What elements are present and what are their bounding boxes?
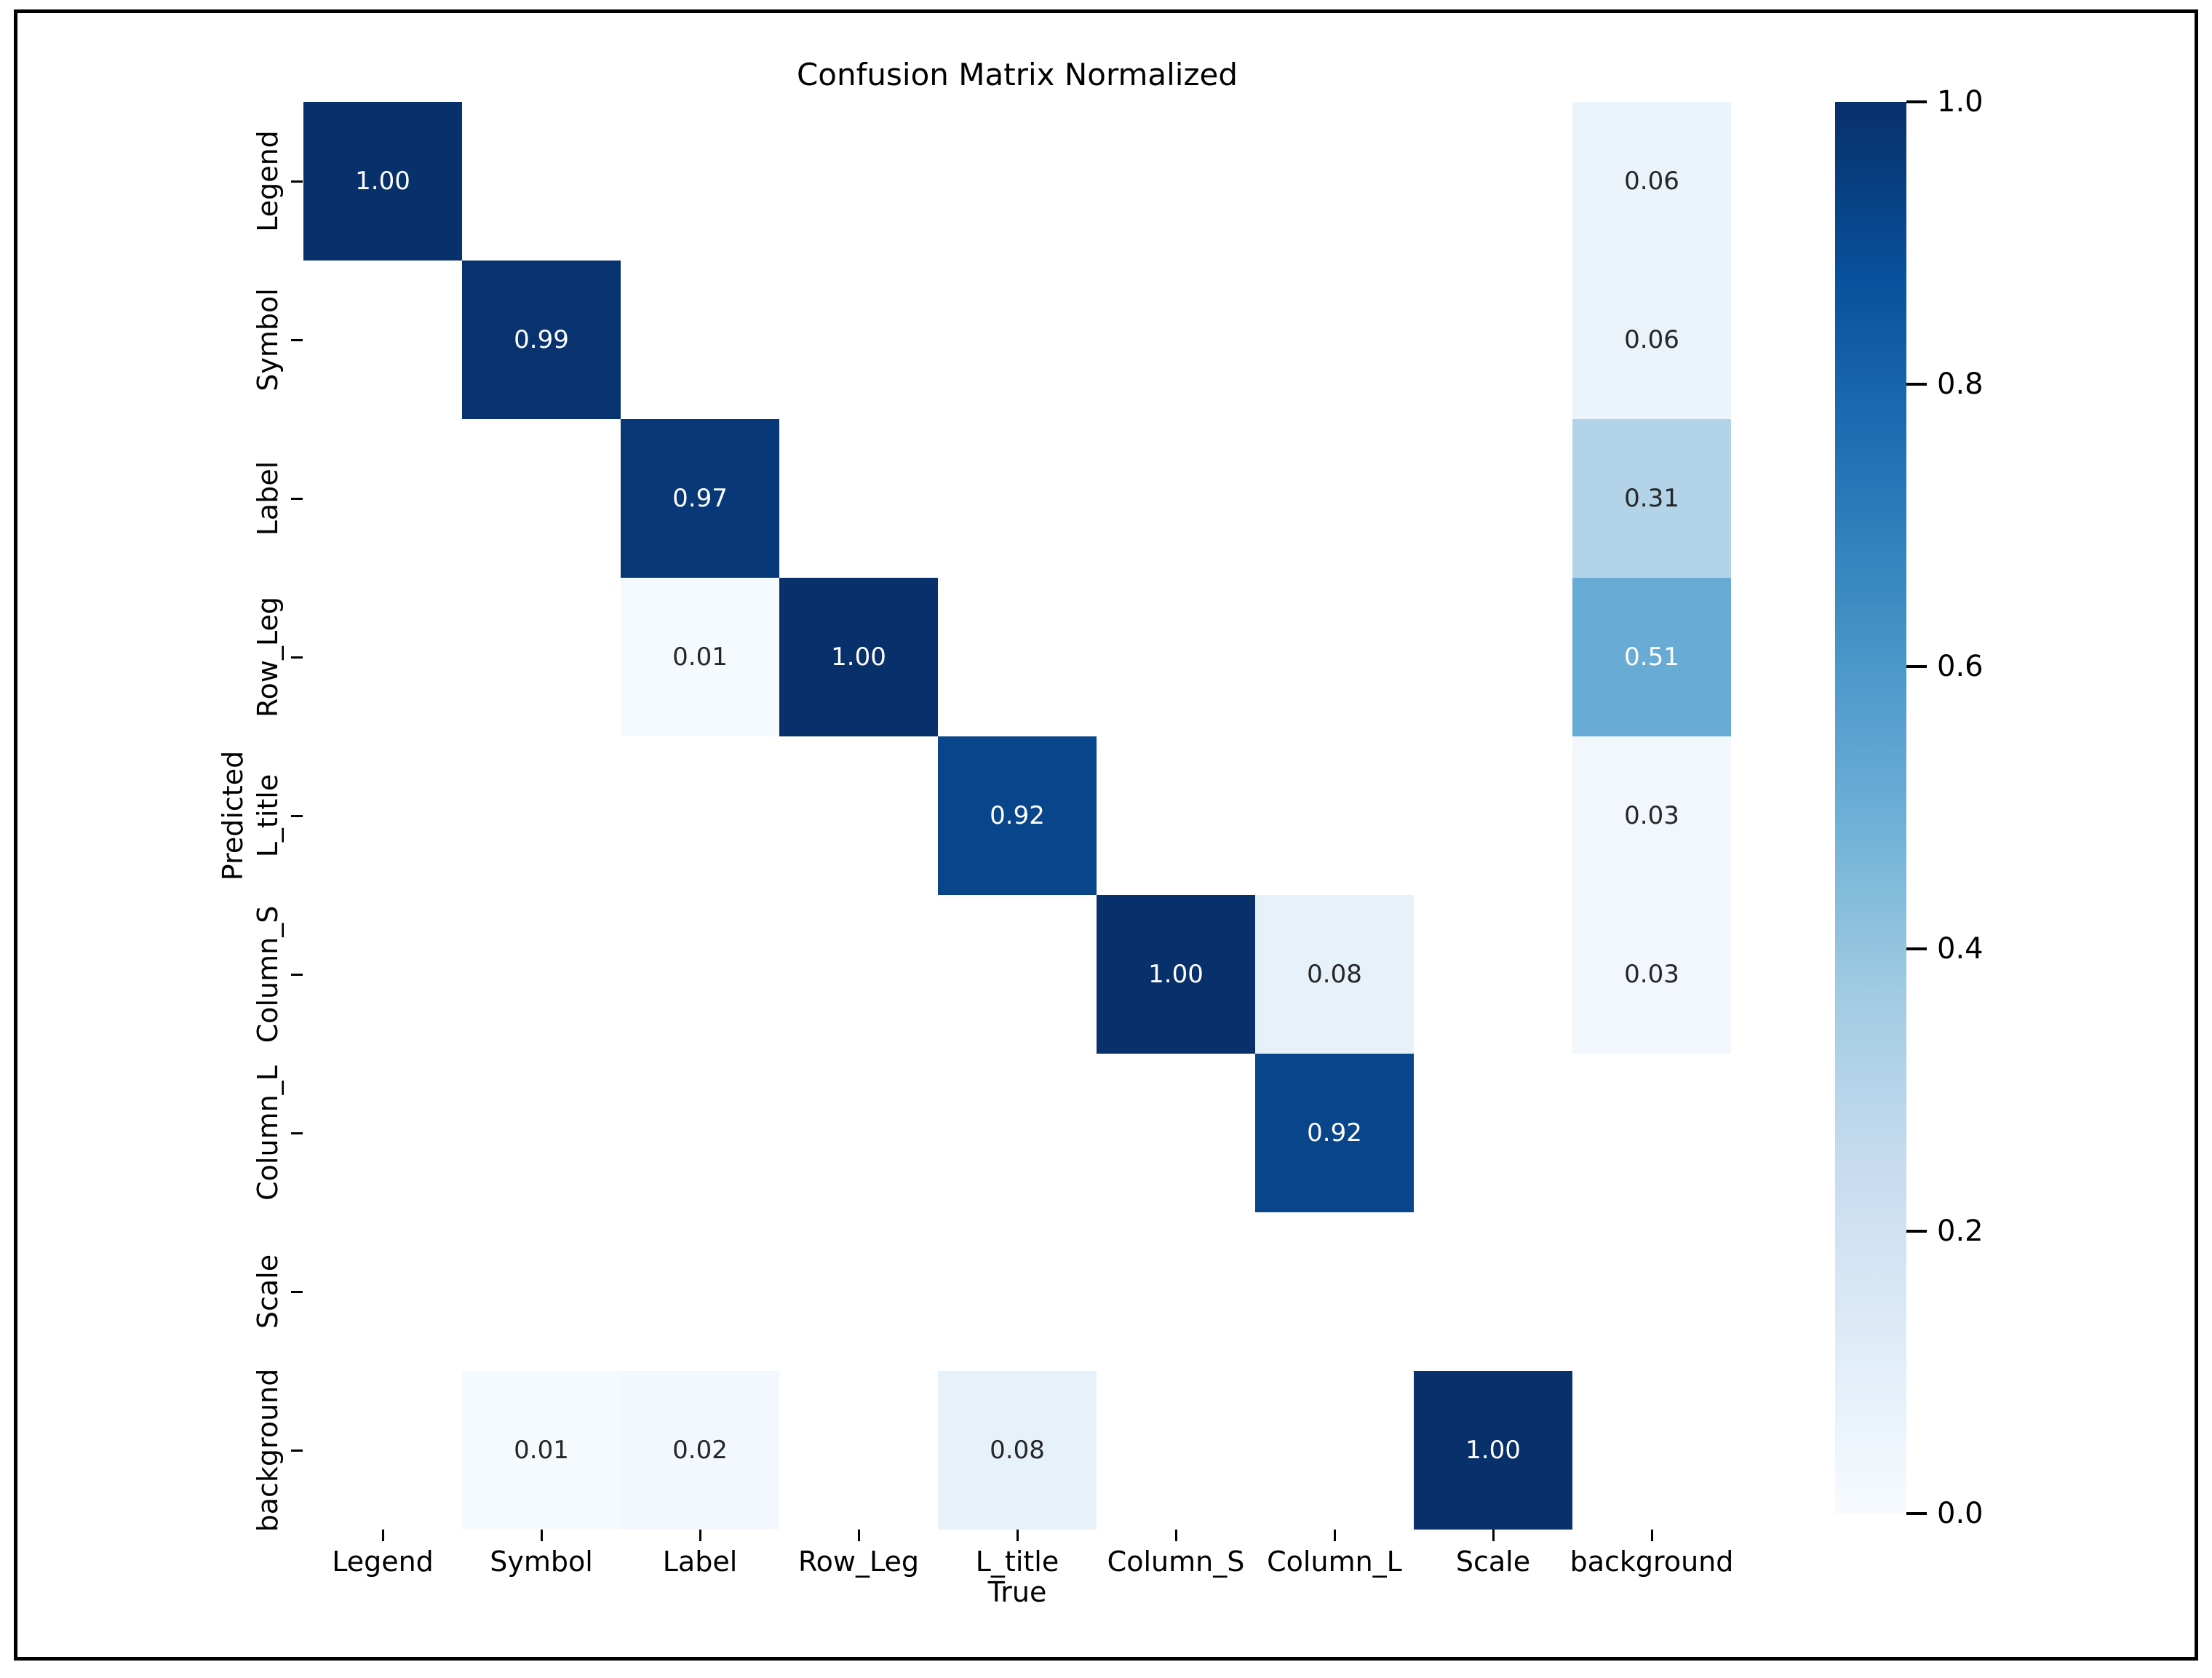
cell-value: 0.51 [1624, 643, 1679, 672]
cell-value: 0.06 [1624, 325, 1679, 354]
cell-value: 0.92 [1307, 1118, 1362, 1148]
heatmap-cell: 0.01 [462, 1371, 621, 1530]
cell-value: 1.00 [1465, 1436, 1521, 1465]
colorbar-tick-mark [1906, 100, 1927, 103]
heatmap-cell: 0.01 [621, 578, 779, 736]
heatmap-cell: 0.92 [938, 736, 1097, 895]
x-tick-mark [540, 1530, 543, 1541]
x-tick-mark [1174, 1530, 1177, 1541]
colorbar-tick-label: 0.8 [1937, 367, 1984, 401]
y-tick-label: Legend [252, 130, 284, 232]
heatmap-cell: 0.06 [1572, 102, 1731, 261]
heatmap-cell: 0.99 [462, 261, 621, 419]
y-tick-label: Symbol [252, 288, 284, 391]
cell-value: 0.92 [990, 801, 1045, 830]
heatmap-cell: 0.03 [1572, 895, 1731, 1054]
y-tick-mark [291, 180, 303, 183]
x-axis-label: True [987, 1576, 1047, 1608]
cell-value: 0.97 [672, 484, 728, 513]
cell-value: 0.01 [672, 643, 728, 672]
chart-title: Confusion Matrix Normalized [796, 57, 1238, 92]
y-tick-label: Label [252, 461, 284, 536]
y-tick-mark [291, 1290, 303, 1293]
cell-value: 0.08 [990, 1436, 1045, 1465]
cell-value: 0.03 [1624, 960, 1679, 989]
y-tick-mark [291, 497, 303, 500]
heatmap-cell: 0.51 [1572, 578, 1731, 736]
colorbar-tick-label: 0.6 [1937, 650, 1984, 683]
heatmap-grid: 1.00 0.06 0.99 0.06 0.97 0.31 0.01 1.00 0.51 0.92… [303, 102, 1731, 1530]
colorbar-tick-mark [1906, 665, 1927, 668]
x-tick-label: background [1570, 1546, 1734, 1578]
cell-value: 1.00 [831, 643, 886, 672]
colorbar-tick-mark [1906, 1230, 1927, 1233]
y-tick-label: background [252, 1368, 284, 1532]
y-tick-label: Column_S [252, 905, 284, 1043]
cell-value: 0.01 [514, 1436, 569, 1465]
colorbar-tick-label: 0.0 [1937, 1497, 1984, 1530]
colorbar-tick-mark [1906, 1512, 1927, 1515]
y-tick-mark [291, 656, 303, 659]
y-tick-label: Column_L [252, 1065, 284, 1201]
heatmap-cell: 0.08 [938, 1371, 1097, 1530]
x-tick-label: Column_L [1267, 1546, 1402, 1578]
heatmap-cell: 0.97 [621, 419, 779, 578]
cell-value: 0.08 [1307, 960, 1362, 989]
x-tick-mark [1333, 1530, 1336, 1541]
x-tick-mark [857, 1530, 860, 1541]
cell-value: 0.31 [1624, 484, 1679, 513]
colorbar-tick-mark [1906, 947, 1927, 950]
colorbar-tick-label: 1.0 [1937, 85, 1984, 119]
heatmap-cell: 1.00 [1097, 895, 1255, 1054]
x-tick-label: Legend [332, 1546, 434, 1578]
x-tick-label: Label [662, 1546, 738, 1578]
cell-value: 0.03 [1624, 801, 1679, 830]
x-tick-mark [381, 1530, 384, 1541]
x-tick-mark [1492, 1530, 1495, 1541]
y-tick-label: Row_Leg [252, 596, 284, 718]
figure-border [14, 9, 2198, 1661]
cell-value: 0.99 [514, 325, 569, 354]
cell-value: 0.06 [1624, 167, 1679, 196]
cell-value: 0.02 [672, 1436, 728, 1465]
x-tick-mark [1650, 1530, 1653, 1541]
y-tick-mark [291, 814, 303, 817]
heatmap-cell: 1.00 [779, 578, 938, 736]
x-tick-label: L_title [975, 1546, 1059, 1578]
heatmap-cell: 0.08 [1255, 895, 1414, 1054]
heatmap-cell: 1.00 [1414, 1371, 1572, 1530]
x-tick-label: Row_Leg [797, 1546, 920, 1578]
y-tick-mark [291, 1449, 303, 1452]
colorbar-tick-label: 0.2 [1937, 1214, 1984, 1248]
heatmap-cell: 0.92 [1255, 1054, 1414, 1212]
cell-value: 1.00 [1148, 960, 1204, 989]
heatmap-cell: 0.03 [1572, 736, 1731, 895]
y-tick-label: L_title [252, 774, 284, 858]
x-tick-mark [1016, 1530, 1019, 1541]
y-tick-mark [291, 1132, 303, 1134]
y-tick-mark [291, 973, 303, 976]
heatmap-cell: 0.06 [1572, 261, 1731, 419]
heatmap-cell: 1.00 [303, 102, 462, 261]
colorbar-gradient [1835, 102, 1906, 1514]
cell-value: 1.00 [355, 167, 410, 196]
heatmap-cell: 0.02 [621, 1371, 779, 1530]
y-tick-label: Scale [252, 1254, 284, 1329]
x-tick-label: Symbol [490, 1546, 593, 1578]
colorbar-tick-label: 0.4 [1937, 932, 1984, 966]
x-tick-label: Scale [1455, 1546, 1531, 1578]
colorbar-tick-mark [1906, 383, 1927, 386]
x-tick-mark [699, 1530, 701, 1541]
y-axis-label: Predicted [217, 750, 249, 881]
x-tick-label: Column_S [1107, 1546, 1245, 1578]
y-tick-mark [291, 338, 303, 341]
heatmap-cell: 0.31 [1572, 419, 1731, 578]
